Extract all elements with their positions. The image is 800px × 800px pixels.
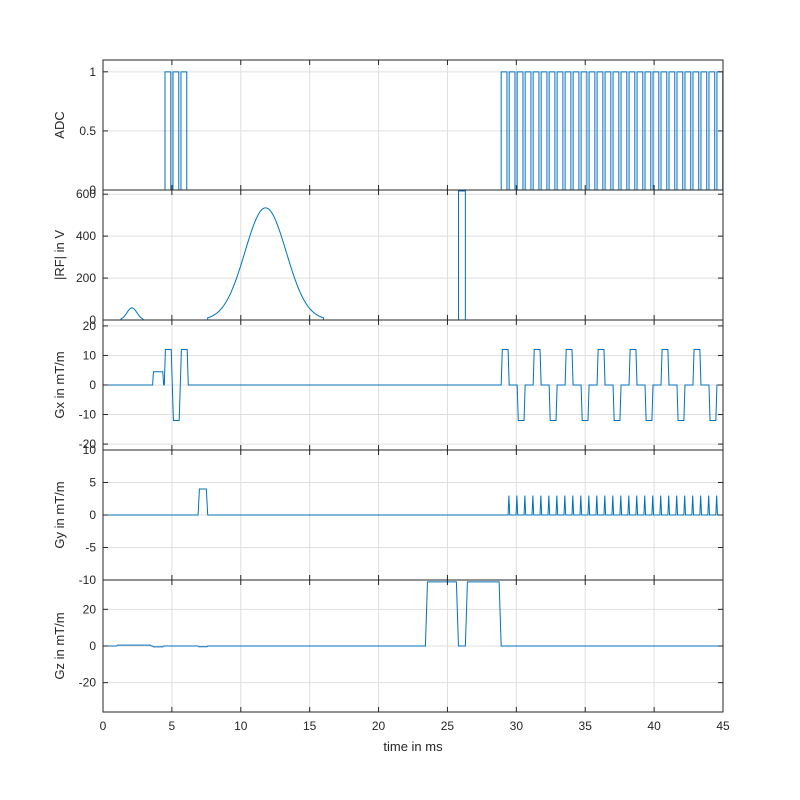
panel-2: 0 200 400 600 |RF| in V [52, 187, 724, 327]
y-axis-label: |RF| in V [52, 230, 67, 280]
waveform-line [103, 349, 723, 421]
y-tick-label: -5 [85, 541, 96, 555]
waveform-line [103, 190, 723, 321]
y-tick-label: -10 [79, 573, 97, 587]
waveform-line [103, 488, 723, 516]
y-tick-label: 5 [89, 476, 96, 490]
y-tick-label: 400 [76, 229, 96, 243]
y-tick-label: 0 [89, 183, 96, 197]
y-tick-label: 20 [83, 319, 97, 333]
x-axis-label: time in ms [383, 739, 443, 754]
y-tick-label: 0 [89, 508, 96, 522]
y-axis-label: Gy in mT/m [52, 481, 67, 548]
x-tick-label: 25 [441, 719, 455, 733]
y-axis-label: ADC [52, 111, 67, 138]
x-tick-label: 0 [100, 719, 107, 733]
x-tick-label: 45 [716, 719, 730, 733]
y-tick-label: -20 [79, 676, 97, 690]
panel-4: -10 -5 0 5 10 Gy in mT/m [52, 443, 724, 587]
y-tick-label: 200 [76, 271, 96, 285]
y-axis-label: Gx in mT/m [52, 351, 67, 418]
x-tick-label: 30 [510, 719, 524, 733]
x-tick-label: 10 [234, 719, 248, 733]
x-tick-label: 5 [169, 719, 176, 733]
x-tick-label: 15 [303, 719, 317, 733]
x-tick-label: 40 [647, 719, 661, 733]
y-tick-label: 0.5 [79, 124, 96, 138]
y-axis-label: Gz in mT/m [52, 612, 67, 679]
y-tick-label: 1 [89, 65, 96, 79]
y-tick-label: -20 [79, 437, 97, 451]
y-tick-label: 10 [83, 348, 97, 362]
x-tick-label: 35 [579, 719, 593, 733]
y-tick-label: 0 [89, 313, 96, 327]
y-tick-label: 20 [83, 602, 97, 616]
panel-3: -20 -10 0 10 20 Gx in mT/m [52, 319, 724, 451]
y-tick-label: 0 [89, 378, 96, 392]
y-tick-label: -10 [79, 408, 97, 422]
panel-5: -20 0 20 0 5 10 15 20 25 30 35 40 45 Gz in mT/m [52, 579, 730, 733]
y-tick-label: 0 [89, 639, 96, 653]
waveform-line [103, 581, 723, 648]
y-tick-label: 600 [76, 187, 96, 201]
x-tick-label: 20 [372, 719, 386, 733]
y-tick-label: 10 [83, 443, 97, 457]
